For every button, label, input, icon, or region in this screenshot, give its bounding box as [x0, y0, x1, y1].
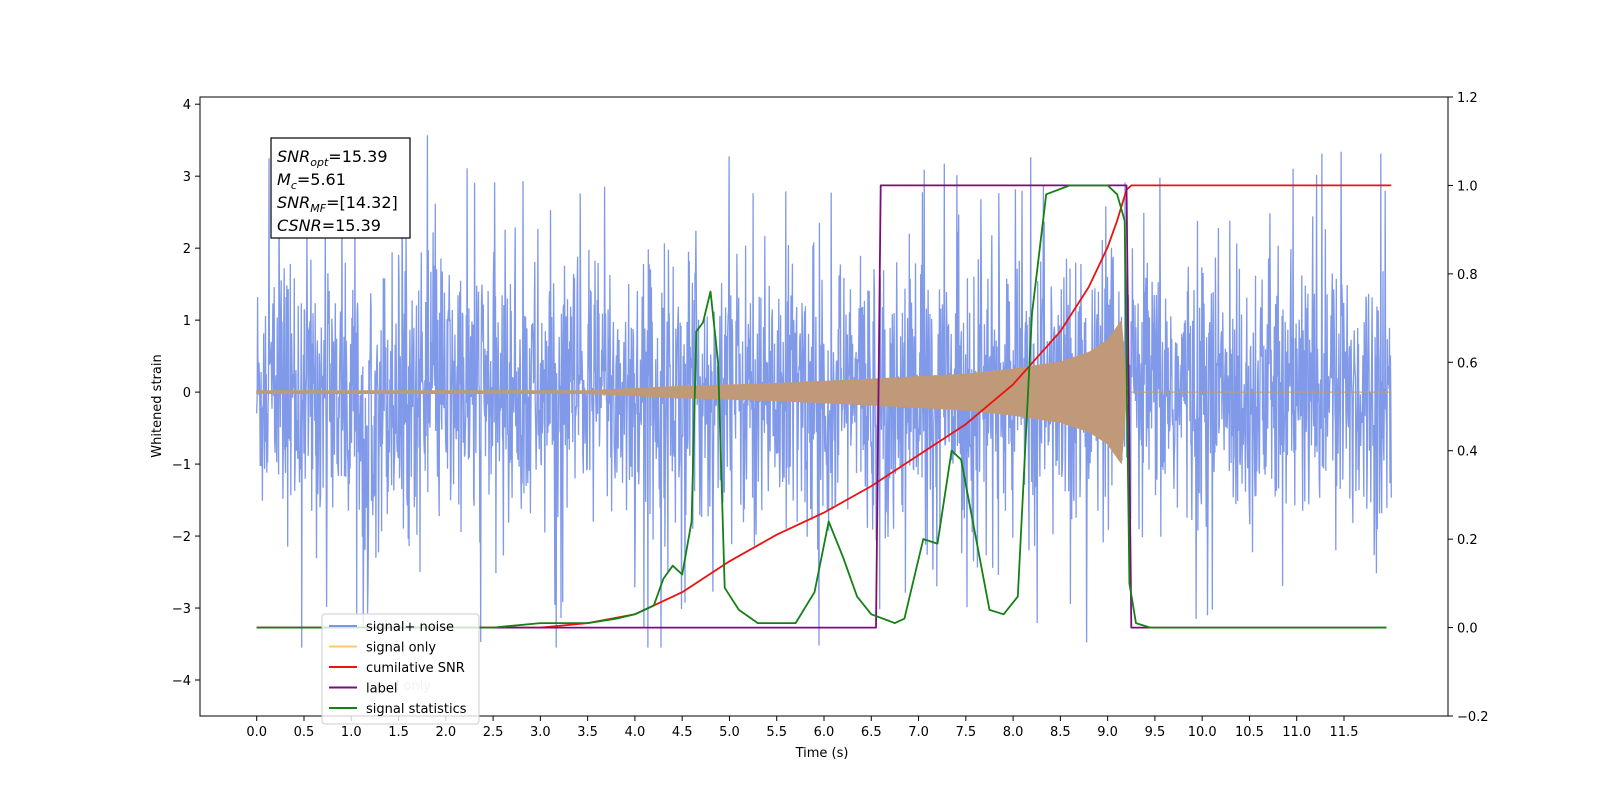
x-tick-label: 8.0	[1003, 725, 1024, 740]
x-tick-label: 5.5	[766, 725, 787, 740]
annotation-line: Mc=5.61	[277, 170, 346, 192]
x-tick-label: 2.0	[435, 725, 456, 740]
y-axis-right: −0.2 0.0 0.2 0.4 0.6 0.8 1.0 1.2	[1448, 91, 1489, 725]
x-tick-label: 2.5	[483, 725, 504, 740]
y-tick-label: 0	[183, 386, 191, 401]
x-tick-label: 4.0	[625, 725, 646, 740]
y-tick-label: 1	[183, 314, 191, 329]
y-axis-label: Whitened strain	[150, 354, 165, 457]
y2-tick-label: 0.6	[1457, 356, 1478, 371]
x-tick-label: 6.5	[861, 725, 882, 740]
y2-tick-label: 0.2	[1457, 533, 1478, 548]
y-tick-label: −3	[172, 602, 191, 617]
legend-label: signal+ noise	[366, 620, 454, 635]
x-axis: 0.0 0.5 1.0 1.5 2.0 2.5 3.0 3.5 4.0 4.5 5.0 5.5 6.0 6…	[246, 716, 1358, 740]
legend-label: signal statistics	[366, 702, 467, 717]
x-tick-label: 7.0	[908, 725, 929, 740]
y-tick-label: −2	[172, 530, 191, 545]
x-tick-label: 3.5	[577, 725, 598, 740]
x-tick-label: 3.0	[530, 725, 551, 740]
x-tick-label: 11.0	[1282, 725, 1311, 740]
y2-tick-label: 0.8	[1457, 268, 1478, 283]
y-tick-label: 4	[183, 98, 191, 113]
y-tick-label: 3	[183, 170, 191, 185]
x-tick-label: 7.5	[955, 725, 976, 740]
series-signal-only	[256, 319, 1392, 465]
x-tick-label: 10.5	[1235, 725, 1264, 740]
y-tick-label: −1	[172, 458, 191, 473]
legend-label: label	[366, 682, 397, 697]
y2-tick-label: −0.2	[1457, 710, 1489, 725]
x-tick-label: 9.0	[1097, 725, 1118, 740]
annotation-frame	[270, 137, 411, 239]
annotation-box: SNRopt=15.39Mc=5.61SNRMF=[14.32]CSNR=15.…	[270, 137, 411, 239]
legend-label: cumilative SNR	[366, 661, 465, 676]
series-group	[256, 135, 1392, 648]
y-tick-label: 2	[183, 242, 191, 257]
y2-tick-label: 0.0	[1457, 622, 1478, 637]
annotation-line: SNRMF=[14.32]	[277, 193, 398, 215]
x-tick-label: 1.0	[341, 725, 362, 740]
x-tick-label: 10.0	[1188, 725, 1217, 740]
plot-area	[256, 135, 1392, 648]
y2-tick-label: 1.2	[1457, 91, 1478, 106]
x-tick-label: 6.0	[814, 725, 835, 740]
y-tick-label: −4	[172, 674, 191, 689]
annotation-line: SNRopt=15.39	[277, 147, 388, 169]
series-signal-statistics	[256, 184, 1387, 629]
x-axis-label: Time (s)	[795, 746, 849, 761]
y2-tick-label: 1.0	[1457, 179, 1478, 194]
y-axis-left: −4 −3 −2 −1 0 1 2 3 4	[172, 98, 200, 689]
x-tick-label: 8.5	[1050, 725, 1071, 740]
legend-frame	[321, 613, 480, 725]
x-tick-label: 5.0	[719, 725, 740, 740]
x-tick-label: 0.5	[294, 725, 315, 740]
x-tick-label: 11.5	[1330, 725, 1359, 740]
x-tick-label: 1.5	[388, 725, 409, 740]
y2-tick-label: 0.4	[1457, 445, 1478, 460]
annotation-line: CSNR=15.39	[277, 216, 381, 235]
x-tick-label: 9.5	[1145, 725, 1166, 740]
x-tick-label: 0.0	[246, 725, 267, 740]
x-tick-label: 4.5	[672, 725, 693, 740]
series-signal-noise	[256, 135, 1392, 648]
legend-label: signal only	[366, 641, 436, 656]
